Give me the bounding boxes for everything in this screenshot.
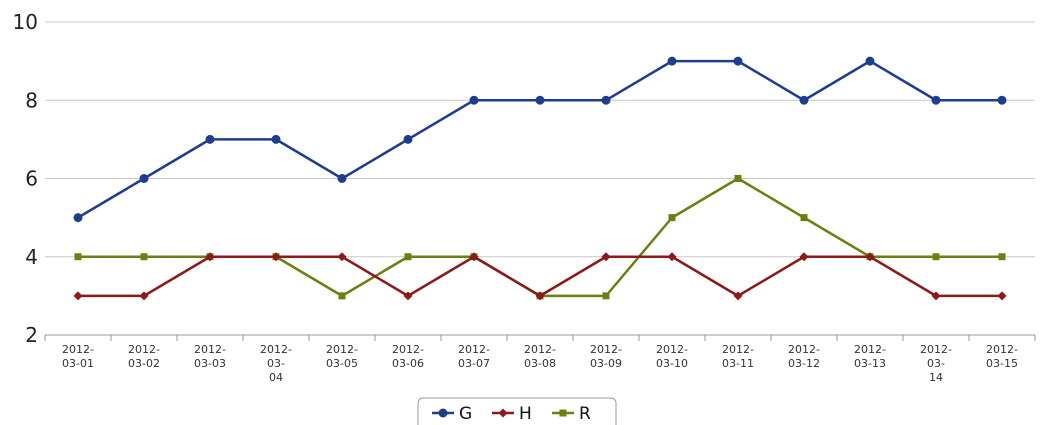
data-point-g xyxy=(535,95,545,105)
data-point-h xyxy=(469,252,479,262)
x-tick-label: 2012-03-05 xyxy=(326,343,358,370)
data-point-h xyxy=(931,291,941,301)
data-point-h xyxy=(799,252,809,262)
series-line-g xyxy=(77,59,1002,219)
x-tick-label: 2012-03-14 xyxy=(920,343,952,384)
series-g xyxy=(73,56,1007,223)
data-point-r xyxy=(338,292,346,300)
x-tick-label: 2012-03-09 xyxy=(590,343,622,370)
legend-marker xyxy=(498,408,508,418)
data-point-r xyxy=(800,214,808,222)
x-tick-label: 2012-03-12 xyxy=(788,343,820,370)
y-tick-label: 4 xyxy=(25,245,38,269)
series-h xyxy=(73,252,1007,301)
data-point-g xyxy=(931,95,941,105)
x-tick-label: 2012-03-01 xyxy=(62,343,94,370)
data-point-h xyxy=(997,291,1007,301)
data-point-r xyxy=(602,292,610,300)
x-tick-label: 2012-03-02 xyxy=(128,343,160,370)
data-point-h xyxy=(205,252,215,262)
data-point-h xyxy=(403,291,413,301)
y-tick-label: 8 xyxy=(25,88,38,112)
data-point-h xyxy=(601,252,611,262)
series-r xyxy=(74,175,1006,300)
x-tick-label: 2012-03-15 xyxy=(986,343,1018,370)
data-point-r xyxy=(74,253,82,261)
x-tick-label: 2012-03-10 xyxy=(656,343,688,370)
data-point-g xyxy=(139,174,149,183)
y-axis: 2 4 6 8 10 xyxy=(13,10,38,347)
data-point-h xyxy=(865,252,875,262)
data-point-h xyxy=(139,291,149,301)
data-point-g xyxy=(403,134,413,144)
data-point-g xyxy=(73,213,83,223)
series-lines xyxy=(73,56,1007,301)
data-point-h xyxy=(667,252,677,262)
x-tick-label: 2012-03-13 xyxy=(854,343,886,370)
legend-label: G xyxy=(459,404,472,424)
legend-item-h[interactable]: H xyxy=(492,404,532,424)
gridlines xyxy=(45,21,1035,336)
data-point-r xyxy=(734,175,742,182)
data-point-r xyxy=(404,253,412,261)
data-point-h xyxy=(535,291,545,301)
data-point-g xyxy=(205,134,215,144)
data-point-h xyxy=(337,252,347,262)
data-point-h xyxy=(733,291,743,301)
data-point-g xyxy=(997,95,1007,105)
y-tick-label: 6 xyxy=(25,167,38,191)
data-point-r xyxy=(668,214,676,222)
data-point-g xyxy=(865,56,875,66)
data-point-r xyxy=(998,253,1006,261)
data-point-h xyxy=(271,252,281,262)
x-tick-label: 2012-03-08 xyxy=(524,343,556,370)
data-point-g xyxy=(601,95,611,105)
y-tick-label: 10 xyxy=(13,10,38,34)
data-point-g xyxy=(337,174,347,183)
data-point-g xyxy=(799,95,809,105)
legend-item-g[interactable]: G xyxy=(432,404,472,424)
legend-label: R xyxy=(579,404,591,424)
series-line-r xyxy=(78,177,1002,298)
data-point-r xyxy=(932,253,940,261)
legend-marker xyxy=(559,409,567,417)
y-tick-label: 2 xyxy=(25,323,38,347)
legend-box xyxy=(417,397,617,425)
legend-item-r[interactable]: R xyxy=(552,404,591,424)
x-tick-label: 2012-03-11 xyxy=(722,343,754,370)
data-point-r xyxy=(140,253,148,261)
x-tick-label: 2012-03-04 xyxy=(260,343,292,384)
data-point-g xyxy=(469,95,479,105)
data-point-g xyxy=(733,56,743,66)
data-point-g xyxy=(271,134,281,144)
x-axis: 2012-03-01 2012-03-02 2012-03-03 2012-03-04… xyxy=(44,334,1036,384)
x-tick-label: 2012-03-03 xyxy=(194,343,226,370)
legend-label: H xyxy=(519,404,532,424)
series-line-h xyxy=(78,255,1002,298)
data-point-h xyxy=(73,291,83,301)
data-point-g xyxy=(667,56,677,66)
x-tick-label: 2012-03-07 xyxy=(458,343,490,370)
x-tick-label: 2012-03-06 xyxy=(392,343,424,370)
legend-marker xyxy=(438,408,448,418)
